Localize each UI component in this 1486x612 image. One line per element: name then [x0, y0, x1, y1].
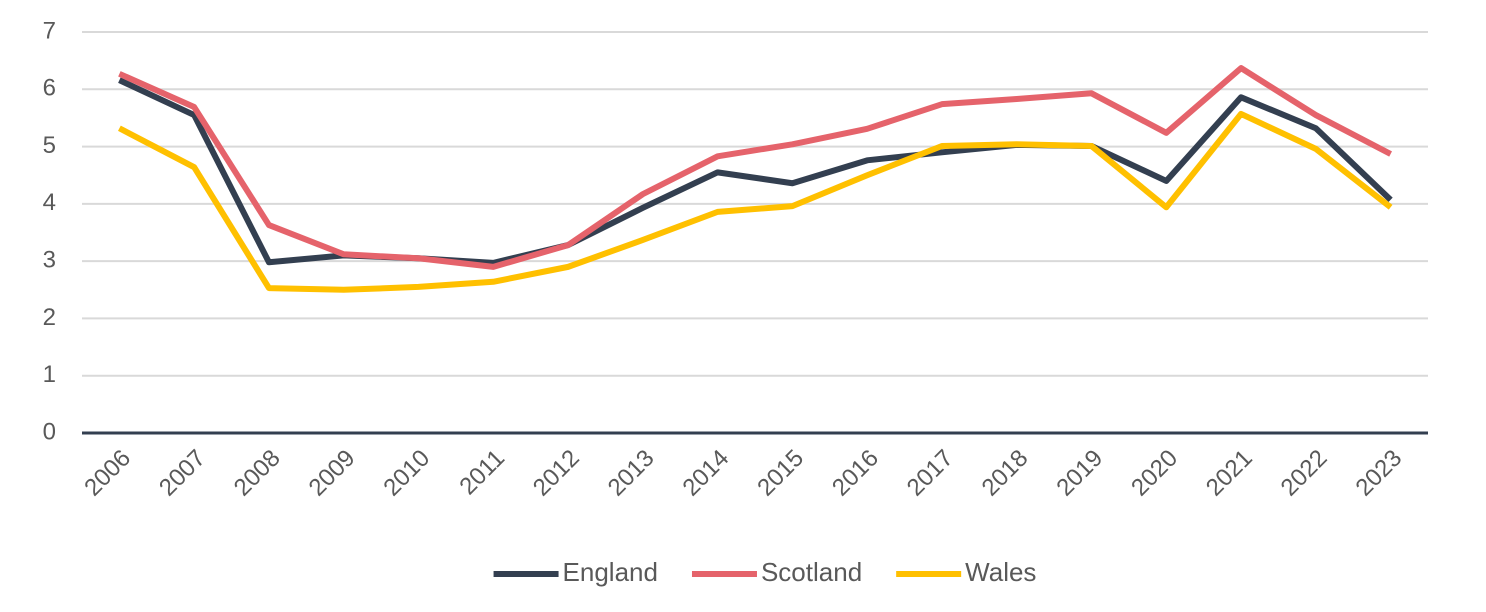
y-tick-label: 2 [43, 304, 56, 331]
x-tick-label: 2011 [454, 445, 510, 501]
y-tick-label: 4 [43, 189, 56, 216]
x-tick-label: 2016 [827, 445, 884, 502]
x-tick-label: 2019 [1051, 445, 1108, 502]
y-tick-label: 1 [43, 361, 56, 388]
x-tick-label: 2020 [1126, 445, 1183, 502]
y-tick-label: 5 [43, 132, 56, 159]
x-tick-label: 2010 [378, 445, 435, 502]
x-tick-label: 2006 [79, 445, 136, 502]
x-tick-label: 2008 [229, 445, 286, 502]
x-tick-label: 2022 [1276, 445, 1333, 502]
y-tick-label: 3 [43, 246, 56, 273]
x-tick-label: 2007 [154, 445, 211, 502]
x-tick-label: 2014 [677, 445, 734, 502]
x-tick-label: 2009 [304, 445, 361, 502]
x-tick-label: 2017 [902, 445, 959, 502]
y-tick-label: 7 [43, 17, 56, 44]
x-tick-label: 2021 [1201, 445, 1258, 502]
x-tick-label: 2018 [977, 445, 1034, 502]
series-line [118, 65, 1392, 270]
legend-label: Scotland [761, 557, 862, 587]
y-tick-label: 0 [43, 418, 56, 445]
x-tick-label: 2015 [752, 445, 809, 502]
x-tick-label: 2013 [603, 445, 660, 502]
y-tick-label: 6 [43, 75, 56, 102]
x-tick-label: 2023 [1350, 445, 1407, 502]
series-line [118, 110, 1393, 293]
legend-label: Wales [965, 557, 1036, 587]
legend-label: England [563, 557, 658, 587]
x-tick-label: 2012 [528, 445, 585, 502]
series-line [118, 77, 1393, 266]
